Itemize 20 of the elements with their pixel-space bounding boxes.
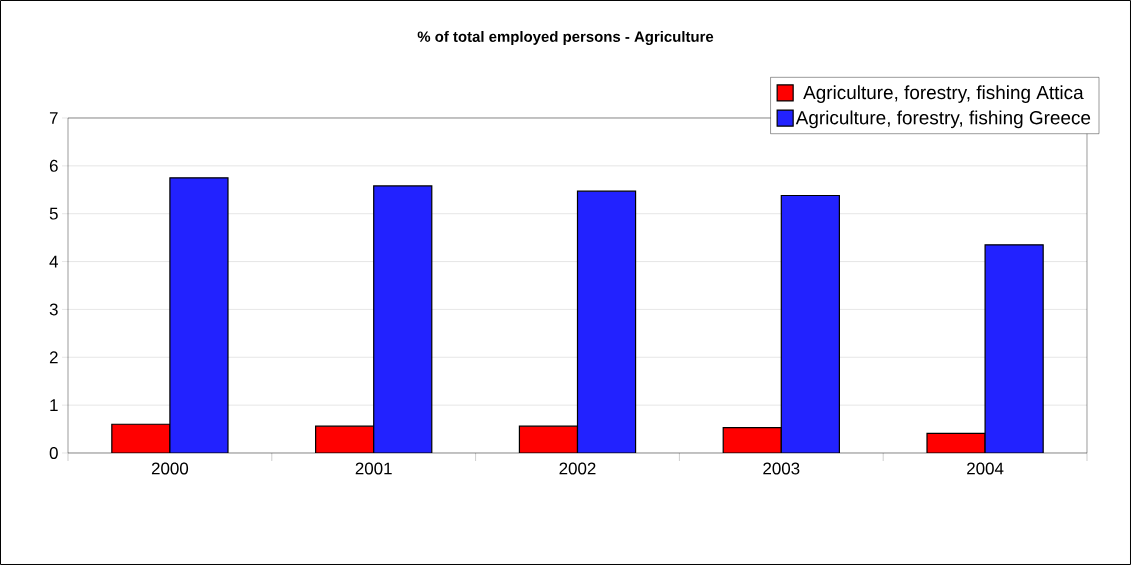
y-tick-label: 2 xyxy=(49,351,58,364)
bar xyxy=(111,423,171,453)
y-tick-label: 4 xyxy=(49,255,58,268)
y-tick-label: 7 xyxy=(49,112,58,124)
x-tick-label: 2000 xyxy=(151,462,189,475)
legend-label: Agriculture, forestry, fishing Attica xyxy=(803,85,1084,103)
bar xyxy=(518,425,579,453)
x-tick-label: 2002 xyxy=(559,462,596,475)
y-tick-label: 3 xyxy=(49,303,58,316)
y-tick-label: 6 xyxy=(49,159,58,172)
bar xyxy=(722,427,782,453)
y-tick-label: 0 xyxy=(49,446,58,459)
chart-title: % of total employed persons - Agriculture xyxy=(417,30,714,45)
x-tick-label: 2003 xyxy=(763,462,800,475)
y-tick-label: 1 xyxy=(50,399,58,411)
x-tick-label: 2001 xyxy=(355,462,392,475)
bar xyxy=(315,425,375,453)
legend-label: Agriculture, forestry, fishing Greece xyxy=(795,110,1091,129)
x-tick-label: 2004 xyxy=(967,462,1004,475)
y-tick-label: 5 xyxy=(49,207,58,220)
